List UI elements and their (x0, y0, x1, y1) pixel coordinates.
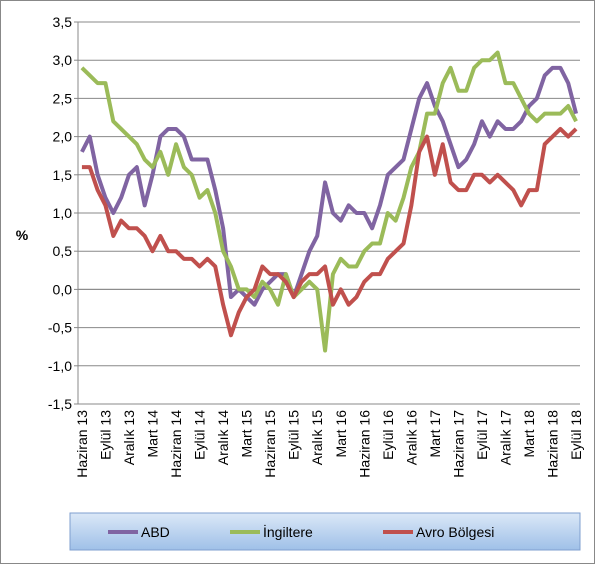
y-tick-label: 3,5 (53, 14, 73, 30)
x-tick-label: Haziran 18 (545, 410, 561, 478)
y-tick-label: 2,5 (53, 90, 73, 106)
x-tick-label: Eylül 13 (97, 410, 113, 460)
x-tick-label: Aralık 16 (403, 410, 419, 465)
legend: ABD İngiltere Avro Bölgesi (69, 512, 581, 551)
y-tick-label: 1,5 (53, 167, 73, 183)
y-tick-label: 0,0 (53, 281, 73, 297)
y-tick-label: -0,5 (48, 320, 72, 336)
y-tick-label: -1,0 (48, 358, 72, 374)
legend-label: İngiltere (263, 523, 313, 540)
y-tick-label: 2,0 (53, 129, 73, 145)
y-tick-label: 1,0 (53, 205, 73, 221)
x-tick-label: Aralık 14 (215, 410, 231, 465)
series-line (80, 65, 579, 307)
y-axis-label: % (16, 227, 29, 243)
x-tick-label: Aralık 15 (309, 410, 325, 465)
x-tick-label: Eylül 17 (474, 410, 490, 460)
legend-box (69, 512, 581, 551)
x-tick-label: Mart 15 (239, 410, 255, 458)
x-tick-label: Haziran 16 (356, 410, 372, 478)
x-tick-label: Haziran 15 (262, 410, 278, 478)
x-tick-label: Eylül 18 (568, 410, 584, 460)
x-tick-label: Aralık 13 (121, 410, 137, 465)
legend-label: ABD (141, 524, 170, 540)
x-tick-label: Eylül 14 (192, 410, 208, 460)
legend-label: Avro Bölgesi (416, 524, 494, 540)
x-tick-label: Mart 17 (427, 410, 443, 458)
x-tick-label: Haziran 17 (450, 410, 466, 478)
x-tick-label: Haziran 14 (168, 410, 184, 478)
y-tick-label: -1,5 (48, 396, 72, 412)
series-line (80, 50, 578, 353)
x-tick-label: Eylül 15 (286, 410, 302, 460)
x-tick-label: Mart 18 (521, 410, 537, 458)
y-tick-label: 3,0 (53, 52, 73, 68)
x-tick-label: Haziran 13 (74, 410, 90, 478)
x-tick-label: Mart 16 (333, 410, 349, 458)
y-tick-label: 0,5 (53, 243, 73, 259)
x-tick-label: Eylül 16 (380, 410, 396, 460)
x-tick-label: Mart 14 (145, 410, 161, 458)
x-tick-label: Aralık 17 (497, 410, 513, 465)
series-line (81, 126, 578, 338)
